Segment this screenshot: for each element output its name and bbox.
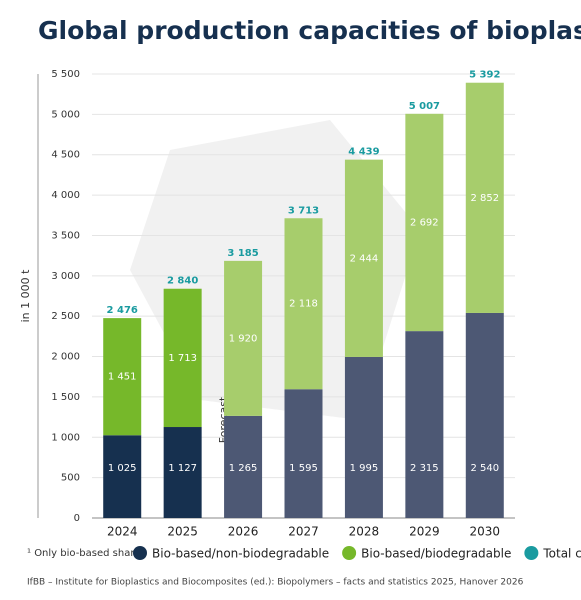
chart-title: Global production capacities of bioplast… xyxy=(38,16,581,46)
value-label: 2 118 xyxy=(289,299,318,310)
x-tick-label: 2026 xyxy=(228,525,259,539)
legend-marker xyxy=(524,546,539,560)
value-label: 1 265 xyxy=(229,463,258,474)
bar-segment xyxy=(163,288,202,428)
bar-segment xyxy=(284,218,323,390)
bar-segment xyxy=(405,331,444,518)
y-tick-label: 4 500 xyxy=(51,150,80,161)
y-tick-label: 1 000 xyxy=(51,432,80,443)
x-tick-label: 2025 xyxy=(167,525,198,539)
y-tick-label: 0 xyxy=(74,513,80,524)
y-tick-label: 3 500 xyxy=(51,230,80,241)
legend-marker xyxy=(342,546,357,560)
y-tick-label: 4 000 xyxy=(51,190,80,201)
y-tick-label: 500 xyxy=(61,473,80,484)
x-tick-label: 2029 xyxy=(409,525,440,539)
value-label: 1 995 xyxy=(350,463,379,474)
bar-segment xyxy=(103,435,142,518)
bar-segment xyxy=(344,356,383,518)
y-tick-label: 5 000 xyxy=(51,109,80,120)
total-label: 5 007 xyxy=(409,101,440,112)
y-tick-label: 3 000 xyxy=(51,271,80,282)
bar-segment xyxy=(344,159,383,357)
value-label: 1 713 xyxy=(168,353,197,364)
bar-segment xyxy=(465,312,504,518)
value-label: 1 920 xyxy=(229,333,258,344)
bar-segment xyxy=(163,427,202,518)
footnote: ¹ Only bio-based share. xyxy=(27,548,144,559)
legend-label: Bio-based/non-biodegradable xyxy=(152,547,329,561)
total-label: 3 185 xyxy=(227,248,258,259)
y-tick-label: 5 500 xyxy=(51,69,80,80)
source: IfBB – Institute for Bioplastics and Bio… xyxy=(27,578,524,588)
bar-segment xyxy=(224,415,263,518)
legend-label: Total capacity xyxy=(542,547,581,561)
total-label: 5 392 xyxy=(469,70,500,81)
value-label: 2 540 xyxy=(470,463,499,474)
bar-segment xyxy=(103,318,142,436)
value-label: 2 852 xyxy=(470,193,499,204)
x-tick-label: 2027 xyxy=(288,525,319,539)
value-label: 2 692 xyxy=(410,217,439,228)
y-tick-label: 1 500 xyxy=(51,392,80,403)
x-tick-label: 2024 xyxy=(107,525,138,539)
value-label: 2 444 xyxy=(350,253,379,264)
y-tick-label: 2 000 xyxy=(51,352,80,363)
value-label: 1 595 xyxy=(289,463,318,474)
bar-segment xyxy=(284,389,323,518)
total-label: 3 713 xyxy=(288,205,319,216)
value-label: 1 451 xyxy=(108,372,137,383)
bar-segment xyxy=(465,82,504,313)
total-label: 2 840 xyxy=(167,276,198,287)
bar-segment xyxy=(224,260,263,416)
legend-marker xyxy=(133,546,147,560)
total-label: 4 439 xyxy=(348,147,379,158)
value-label: 1 127 xyxy=(168,463,197,474)
bar-segment xyxy=(405,113,444,332)
y-tick-label: 2 500 xyxy=(51,311,80,322)
x-tick-label: 2028 xyxy=(349,525,380,539)
total-label: 2 476 xyxy=(107,305,138,316)
value-label: 2 315 xyxy=(410,463,439,474)
value-label: 1 025 xyxy=(108,463,137,474)
legend-label: Bio-based/biodegradable xyxy=(361,547,511,561)
x-tick-label: 2030 xyxy=(470,525,501,539)
y-axis-label: in 1 000 t xyxy=(19,269,32,323)
